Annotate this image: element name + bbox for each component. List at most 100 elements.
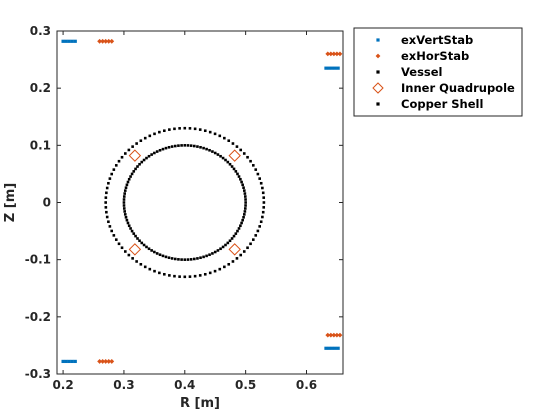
- data-point: [226, 160, 230, 164]
- data-point: [103, 359, 109, 364]
- data-point: [110, 229, 114, 233]
- data-point: [327, 66, 331, 70]
- data-point: [327, 346, 331, 350]
- data-point: [241, 183, 244, 187]
- data-point: [140, 160, 144, 164]
- data-point: [244, 195, 247, 198]
- data-point: [64, 39, 68, 43]
- data-point: [223, 136, 226, 140]
- data-point: [105, 191, 108, 195]
- data-point: [135, 142, 138, 145]
- data-point: [234, 232, 238, 235]
- data-point: [203, 272, 207, 276]
- data-point: [254, 234, 258, 237]
- data-point: [216, 249, 220, 252]
- legend-label: exVertStab: [401, 33, 473, 47]
- data-point: [153, 132, 156, 136]
- data-point: [109, 359, 115, 364]
- data-point: [139, 262, 143, 266]
- data-point: [189, 144, 193, 147]
- y-tick-label: 0: [43, 196, 51, 210]
- data-point: [135, 260, 138, 263]
- data-point: [242, 152, 246, 155]
- data-point: [258, 177, 261, 180]
- data-point: [120, 246, 124, 250]
- x-ticks: 0.2 0.3 0.4 0.5 0.6: [52, 31, 317, 392]
- data-point: [219, 247, 222, 251]
- data-point: [153, 250, 156, 254]
- data-point: [183, 258, 187, 261]
- legend-marker: [376, 102, 380, 106]
- data-point: [243, 213, 246, 216]
- data-point: [337, 51, 343, 57]
- data-point: [216, 153, 220, 156]
- legend: exVertStab exHorStab Vessel Inner Quadrupol…: [353, 27, 523, 117]
- data-point: [117, 159, 121, 163]
- legend-label: exHorStab: [401, 49, 469, 63]
- data-point: [125, 218, 129, 222]
- data-point: [178, 275, 181, 278]
- series-vessel: [104, 126, 266, 279]
- data-point: [239, 253, 243, 257]
- data-point: [134, 167, 137, 171]
- data-point: [198, 128, 202, 131]
- data-point: [67, 39, 71, 43]
- data-point: [244, 204, 247, 207]
- data-point: [132, 232, 136, 235]
- data-point: [114, 164, 118, 167]
- data-point: [262, 206, 266, 209]
- data-point: [324, 66, 328, 70]
- data-point: [235, 257, 239, 260]
- data-point: [234, 170, 238, 173]
- data-point: [331, 332, 337, 338]
- data-point: [205, 254, 208, 258]
- data-point: [246, 155, 249, 159]
- data-point: [180, 258, 183, 261]
- data-point: [163, 129, 166, 133]
- legend-marker: [376, 38, 380, 42]
- legend-item: Copper Shell: [376, 97, 483, 111]
- data-point: [109, 38, 115, 44]
- data-point: [107, 220, 110, 224]
- legend-items: exVertStab exHorStab Vessel Inner Quadrupol…: [372, 33, 515, 111]
- data-point: [167, 256, 171, 260]
- data-point: [208, 271, 212, 275]
- data-marks: [61, 38, 343, 364]
- data-point: [228, 149, 241, 162]
- data-point: [173, 127, 176, 131]
- data-point: [105, 210, 108, 214]
- data-point: [235, 145, 239, 148]
- data-point: [259, 181, 263, 185]
- data-point: [202, 255, 205, 259]
- data-point: [328, 332, 334, 338]
- data-point: [262, 201, 266, 204]
- data-point: [240, 221, 243, 225]
- data-point: [256, 229, 260, 233]
- data-point: [243, 189, 246, 192]
- data-point: [249, 159, 252, 163]
- y-tick-label: 0.2: [30, 81, 51, 95]
- data-point: [73, 359, 77, 364]
- data-point: [104, 206, 108, 209]
- data-point: [249, 242, 252, 246]
- data-point: [120, 155, 124, 159]
- data-point: [124, 186, 128, 190]
- data-point: [188, 127, 192, 130]
- data-point: [259, 220, 263, 224]
- y-tick-label: -0.2: [25, 310, 51, 324]
- data-point: [139, 139, 143, 143]
- data-point: [230, 237, 234, 240]
- data-point: [261, 210, 265, 214]
- data-point: [239, 224, 242, 228]
- series-exvertstab: [61, 39, 340, 364]
- data-point: [123, 210, 126, 213]
- data-point: [230, 165, 234, 168]
- data-point: [227, 139, 231, 143]
- data-point: [142, 158, 146, 162]
- data-point: [324, 346, 328, 350]
- data-point: [178, 127, 181, 130]
- data-point: [228, 162, 232, 166]
- data-point: [243, 210, 247, 213]
- data-point: [123, 213, 127, 216]
- data-point: [213, 250, 217, 254]
